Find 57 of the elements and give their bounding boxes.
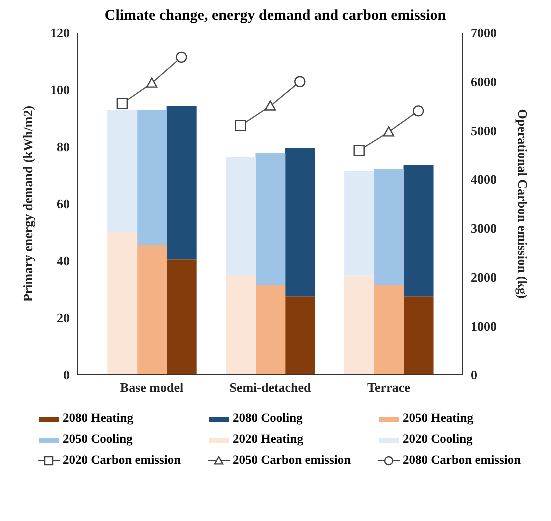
legend-label: 2020 Cooling bbox=[403, 432, 473, 447]
bar bbox=[166, 106, 197, 260]
point bbox=[176, 52, 188, 64]
x-tick-label: Terrace bbox=[368, 380, 411, 396]
legend-label: 2080 Cooling bbox=[233, 411, 303, 426]
point bbox=[264, 100, 276, 111]
point bbox=[235, 120, 246, 132]
y2-tick-label: 4000 bbox=[471, 172, 497, 188]
legend-label: 2080 Heating bbox=[63, 411, 134, 426]
bar bbox=[285, 296, 316, 375]
bar bbox=[344, 171, 375, 276]
y-tick-label: 60 bbox=[57, 196, 70, 212]
bar bbox=[256, 153, 286, 286]
legend-label: 2050 Heating bbox=[403, 411, 474, 426]
bar bbox=[285, 148, 316, 297]
point bbox=[294, 76, 306, 88]
y2-tick-label: 0 bbox=[471, 368, 478, 383]
legend-label: 2080 Carbon emission bbox=[403, 453, 522, 468]
y-tick-label: 0 bbox=[64, 368, 70, 383]
y2-tick-label: 1000 bbox=[471, 318, 497, 334]
bar bbox=[256, 286, 286, 375]
legend-label: 2050 Carbon emission bbox=[233, 453, 352, 468]
bar bbox=[137, 110, 168, 246]
legend-label: 2020 Heating bbox=[233, 432, 304, 447]
bar bbox=[404, 296, 434, 375]
bar bbox=[226, 156, 256, 276]
legend-label: 2050 Cooling bbox=[63, 432, 133, 447]
point bbox=[383, 126, 395, 137]
y-tick-label: 100 bbox=[50, 82, 70, 98]
point bbox=[354, 145, 365, 156]
x-tick-label: Base model bbox=[120, 380, 184, 396]
y-tick-label: 20 bbox=[57, 310, 70, 326]
point bbox=[116, 98, 128, 110]
y2-tick-label: 3000 bbox=[471, 221, 497, 236]
legend-label: 2020 Carbon emission bbox=[63, 453, 182, 468]
y-tick-label: 40 bbox=[57, 254, 70, 269]
y2-tick-label: 7000 bbox=[471, 26, 497, 41]
y-tick-label: 80 bbox=[57, 140, 70, 155]
bar bbox=[166, 260, 197, 375]
bar bbox=[374, 168, 404, 286]
y-tick-label: 120 bbox=[50, 26, 70, 41]
bar bbox=[108, 232, 138, 375]
bar bbox=[108, 110, 138, 232]
y2-tick-label: 6000 bbox=[471, 74, 497, 90]
bar bbox=[374, 286, 404, 375]
bar bbox=[226, 275, 256, 375]
point bbox=[412, 106, 424, 117]
bar bbox=[344, 276, 375, 375]
x-tick-label: Semi-detached bbox=[230, 380, 312, 396]
y2-tick-label: 5000 bbox=[471, 123, 497, 138]
y2-tick-label: 2000 bbox=[471, 270, 497, 285]
y2-axis-title: Operational Carbon emission (kg) bbox=[516, 109, 530, 299]
bar bbox=[137, 245, 168, 375]
y-axis-title: Primary energy demand (kWh/m2) bbox=[20, 106, 36, 302]
bar bbox=[404, 164, 434, 297]
point bbox=[146, 78, 158, 88]
chart-title: Climate change, energy demand and carbon emission bbox=[104, 8, 448, 25]
